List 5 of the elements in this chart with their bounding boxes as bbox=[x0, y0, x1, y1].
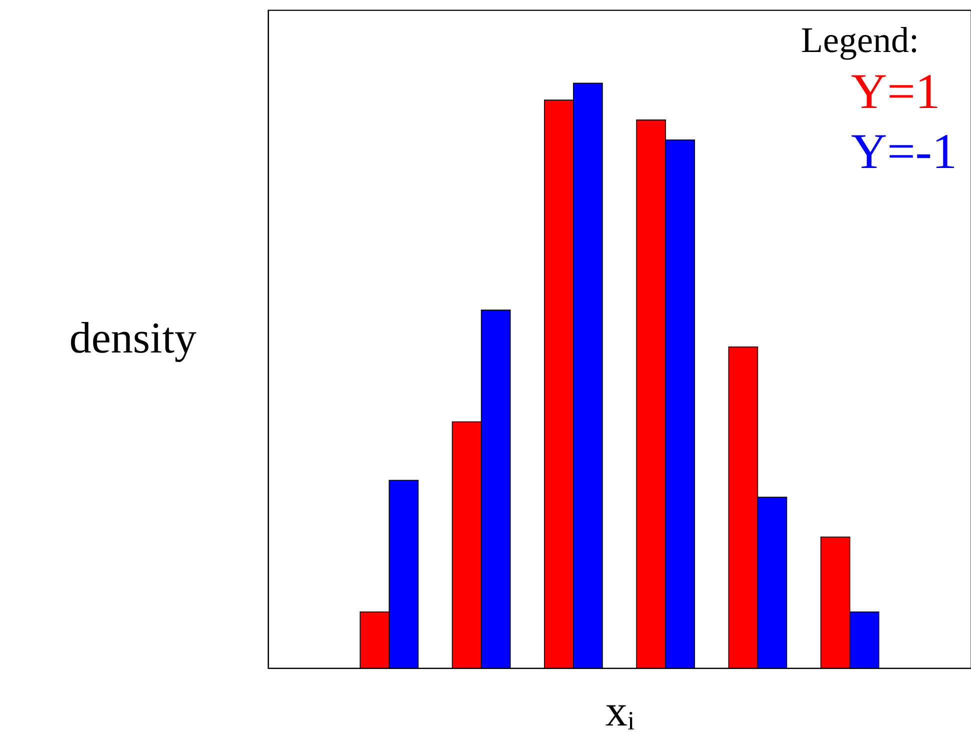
y-axis-title: density bbox=[69, 314, 196, 362]
x-axis-title: xᵢ bbox=[605, 686, 635, 736]
text: Y=-1 bbox=[851, 123, 957, 179]
text: Y=1 bbox=[851, 63, 940, 119]
legend-title: Legend: bbox=[801, 20, 919, 60]
